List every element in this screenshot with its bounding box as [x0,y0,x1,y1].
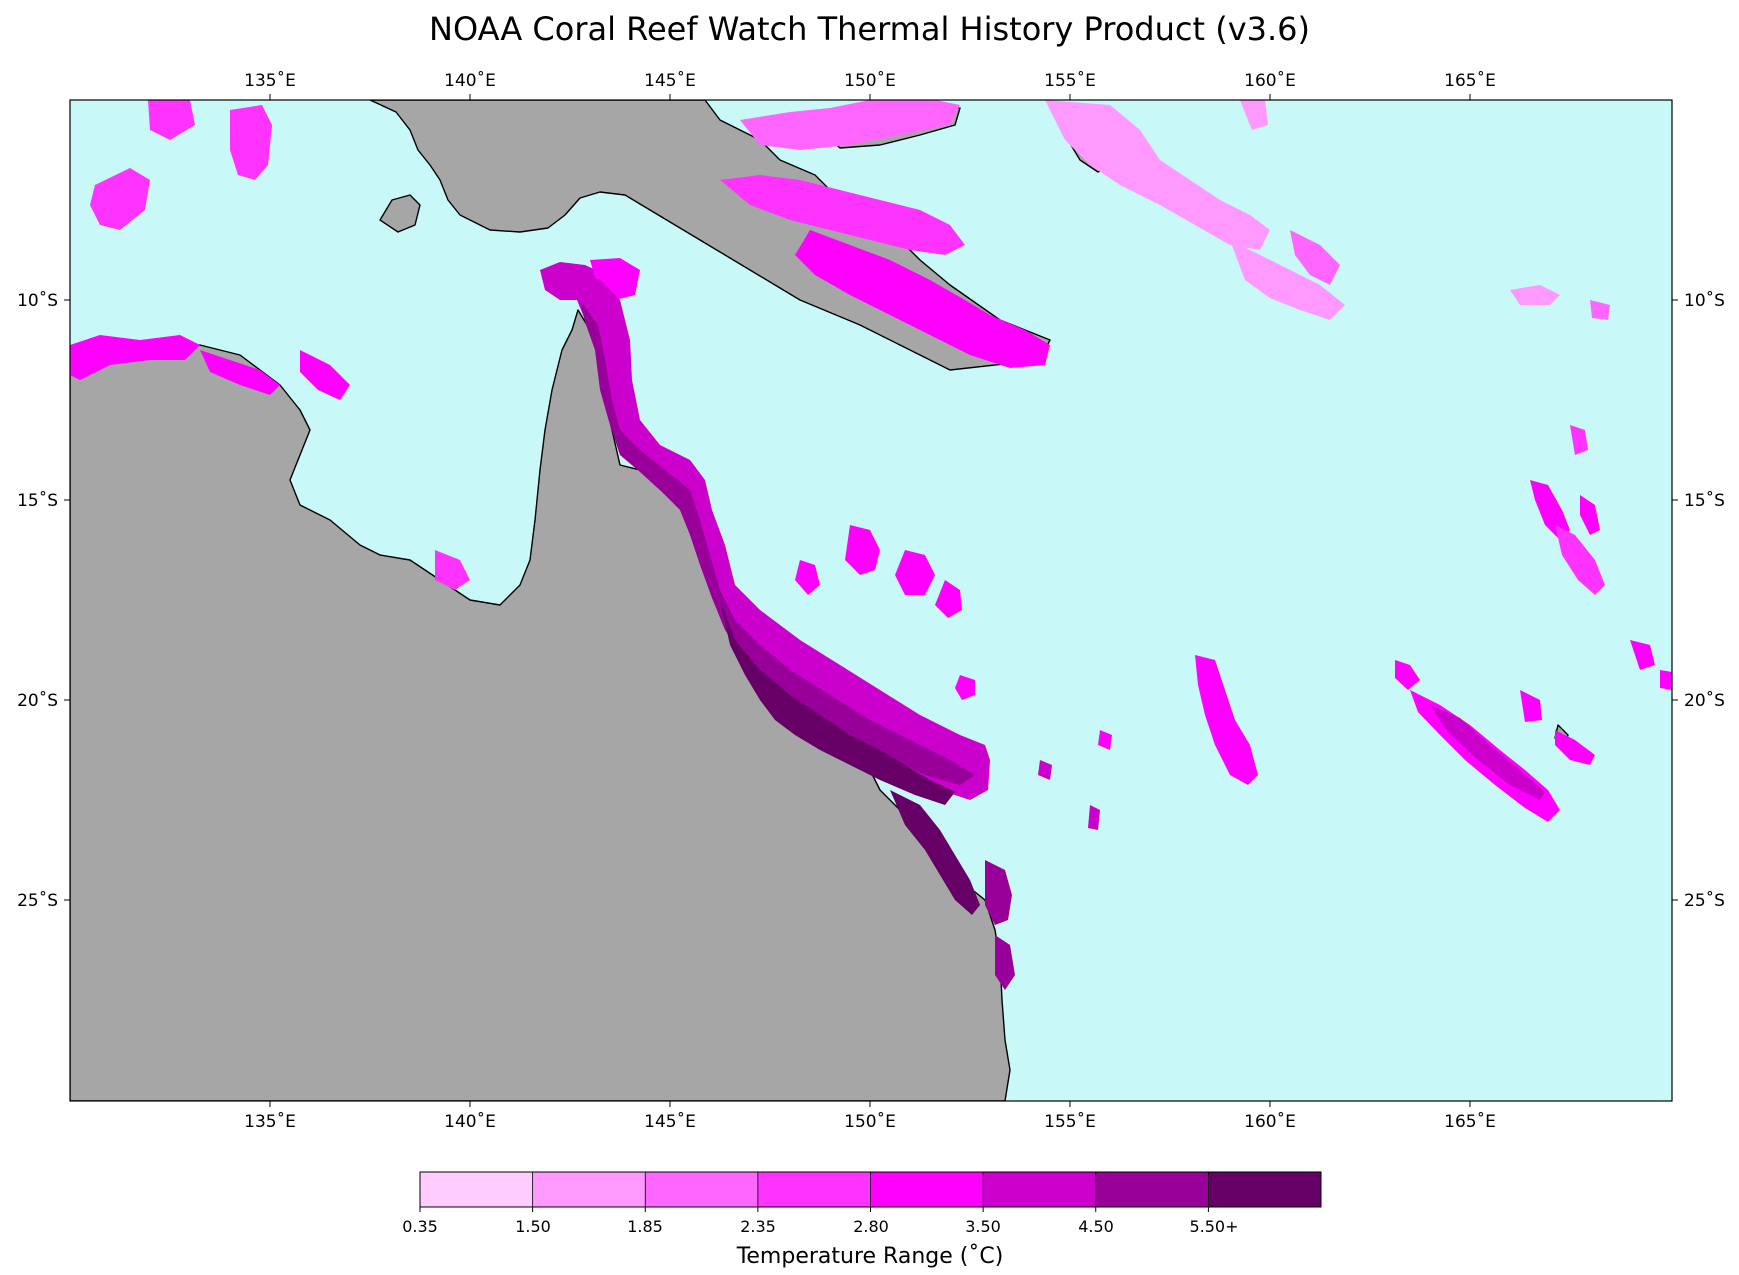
land-island-fly [379,194,421,233]
lat-label-right-10: 10˚S [1684,290,1725,311]
thermal-patch-9 [895,550,935,595]
lon-label-bottom-165: 165˚E [1444,1111,1496,1132]
lon-label-bottom-160: 160˚E [1244,1111,1296,1132]
colorbar-tick-3: 2.35 [740,1217,776,1236]
thermal-patch-23 [435,550,470,590]
lat-label-right-15: 15˚S [1684,490,1725,511]
colorbar-tick-1: 1.50 [515,1217,551,1236]
thermal-patch-10 [935,580,962,618]
thermal-patch-13 [1195,655,1258,785]
lon-label-top-140: 140˚E [444,70,496,91]
thermal-patch-38 [1520,690,1542,722]
thermal-patch-22 [148,100,195,140]
thermal-patch-5 [890,790,980,915]
colorbar-swatch-0 [420,1172,534,1207]
lat-label-left-15: 15˚S [17,490,58,511]
colorbar-tick-0: 0.35 [402,1217,438,1236]
thermal-patch-14 [1088,805,1100,830]
thermal-patch-30 [1240,100,1268,130]
thermal-patch-21 [230,105,272,180]
colorbar: 0.35 1.50 1.85 2.35 2.80 3.50 4.50 5.50+… [402,1171,1322,1269]
map-border [69,99,1673,1102]
thermal-patch-4 [720,600,955,805]
thermal-patch-12 [955,675,975,700]
thermal-patch-39 [1555,730,1595,765]
map-title: NOAA Coral Reef Watch Thermal History Pr… [429,10,1310,48]
colorbar-tick-2: 1.85 [627,1217,663,1236]
map-panel [69,99,1673,1102]
thermal-patch-7 [995,935,1015,990]
thermal-patch-40 [1630,640,1655,670]
thermal-patch-37 [1430,705,1545,800]
thermal-patch-18 [200,350,280,395]
colorbar-swatch-2 [645,1172,759,1207]
lon-label-top-160: 160˚E [1244,70,1296,91]
thermal-patch-28 [1230,240,1345,320]
thermal-patch-20 [90,168,150,230]
thermal-range-layer [70,100,1672,990]
thermal-patch-25 [795,230,1050,368]
colorbar-tick-6: 4.50 [1078,1217,1114,1236]
colorbar-label: Temperature Range (˚C) [736,1244,1004,1269]
thermal-patch-31 [1530,480,1570,540]
lon-label-top-135: 135˚E [244,70,296,91]
thermal-patch-27 [1045,100,1270,250]
lon-label-top-145: 145˚E [644,70,696,91]
colorbar-swatch-6 [1095,1172,1209,1207]
colorbar-swatch-4 [870,1172,984,1207]
lon-label-bottom-155: 155˚E [1044,1111,1096,1132]
thermal-patch-35 [1395,660,1420,690]
lon-label-bottom-135: 135˚E [244,1111,296,1132]
colorbar-swatch-1 [532,1172,646,1207]
thermal-patch-32 [1555,525,1605,595]
lat-label-left-10: 10˚S [17,290,58,311]
thermal-patch-15 [1038,760,1052,780]
thermal-patch-24 [720,175,965,255]
thermal-patch-19 [300,350,350,400]
lon-label-bottom-145: 145˚E [644,1111,696,1132]
colorbar-swatch-3 [757,1172,871,1207]
thermal-patch-6 [985,860,1012,925]
thermal-patch-17 [70,335,200,380]
thermal-patch-16 [1098,730,1112,750]
colorbar-tick-4: 2.80 [853,1217,889,1236]
lat-label-left-20: 20˚S [17,690,58,711]
colorbar-swatch-7 [1208,1172,1322,1207]
thermal-patch-41 [1660,670,1672,690]
colorbar-swatch-5 [983,1172,1097,1207]
colorbar-tick-5: 3.50 [965,1217,1001,1236]
lon-label-top-165: 165˚E [1444,70,1496,91]
thermal-patch-43 [1510,285,1560,305]
lon-label-top-155: 155˚E [1044,70,1096,91]
lon-label-top-150: 150˚E [844,70,896,91]
colorbar-ticks [419,1172,1209,1212]
lat-label-right-20: 20˚S [1684,690,1725,711]
thermal-patch-26 [740,100,960,150]
lat-label-right-25: 25˚S [1684,890,1725,911]
map-axes: 135˚E 140˚E 145˚E 150˚E 155˚E 160˚E 165˚… [17,70,1725,1132]
thermal-patch-29 [1290,230,1340,285]
thermal-patch-11 [795,560,820,595]
thermal-patch-42 [1590,300,1610,320]
colorbar-swatches [420,1172,1322,1207]
lat-label-left-25: 25˚S [17,890,58,911]
thermal-patch-33 [1580,495,1600,535]
lon-label-bottom-150: 150˚E [844,1111,896,1132]
lon-label-bottom-140: 140˚E [444,1111,496,1132]
thermal-patch-8 [845,525,880,575]
thermal-patch-34 [1570,425,1588,455]
colorbar-tick-7: 5.50+ [1189,1217,1238,1236]
